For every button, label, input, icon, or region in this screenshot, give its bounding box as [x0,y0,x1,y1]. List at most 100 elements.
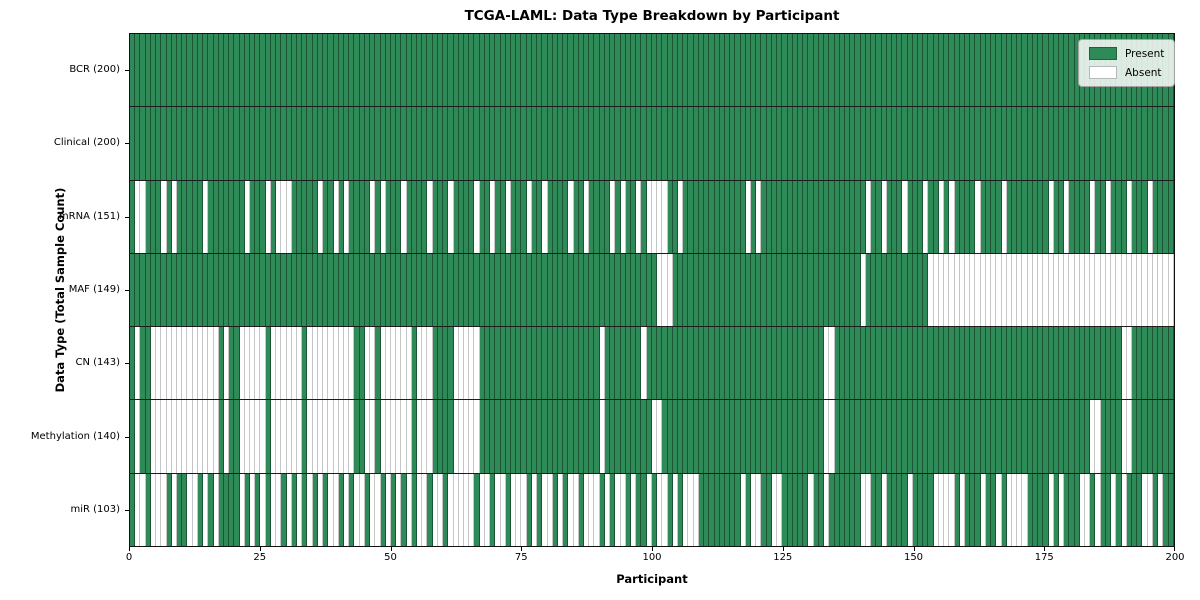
cell-clinical-131 [808,107,814,180]
xtick-label-150: 150 [903,552,924,563]
cell-mir-139 [850,473,856,546]
cell-methylation-42 [343,400,350,473]
cell-methylation-144 [876,400,882,473]
cell-mrna-93 [610,180,616,253]
cell-maf-104 [667,253,673,327]
cell-maf-34 [302,253,308,327]
cell-maf-61 [443,253,449,327]
cell-maf-9 [171,253,177,327]
cell-cn-89 [589,327,595,400]
cell-cn-154 [928,327,934,400]
cell-maf-178 [1053,253,1059,327]
cell-cn-39 [328,327,334,400]
cell-maf-147 [891,253,898,327]
cell-bcr-160 [959,34,965,107]
cell-cn-158 [949,327,955,400]
cell-mir-64 [458,473,464,546]
cell-clinical-118 [740,107,746,180]
cell-mrna-19 [223,180,230,253]
cell-methylation-189 [1111,400,1117,473]
cell-maf-155 [933,253,939,327]
cell-mrna-133 [818,180,825,253]
cell-cn-187 [1100,327,1106,400]
cell-maf-200 [1168,253,1174,327]
cell-clinical-34 [302,107,308,180]
cell-clinical-137 [839,107,845,180]
cell-mir-73 [505,473,511,546]
cell-mir-115 [724,473,731,546]
cell-mrna-15 [203,180,209,253]
cell-mir-191 [1121,473,1127,546]
xtick-mark [782,547,784,551]
cell-clinical-79 [537,107,543,180]
cell-methylation-43 [349,400,355,473]
cell-mrna-153 [923,180,929,253]
cell-cn-16 [208,327,214,400]
cell-methylation-146 [886,400,892,473]
cell-maf-185 [1090,253,1096,327]
cell-cn-110 [698,327,705,400]
cell-clinical-96 [625,107,631,180]
cell-mir-54 [406,473,412,546]
cell-mrna-92 [604,180,611,253]
cell-mir-173 [1027,473,1033,546]
cell-bcr-30 [281,34,287,107]
cell-cn-179 [1058,327,1065,400]
cell-clinical-139 [850,107,856,180]
cell-cn-107 [683,327,689,400]
cell-mir-145 [881,473,887,546]
cell-methylation-138 [844,400,851,473]
cell-mrna-47 [370,180,376,253]
cell-mir-175 [1038,473,1044,546]
cell-maf-17 [213,253,219,327]
cell-bcr-118 [740,34,746,107]
cell-methylation-12 [187,400,193,473]
cell-mir-126 [782,473,788,546]
cell-bcr-140 [855,34,861,107]
cell-mir-44 [354,473,360,546]
cell-mir-21 [234,473,240,546]
cell-mrna-102 [657,180,663,253]
cell-clinical-130 [803,107,809,180]
ytick-label-mrna: mRNA (151) [58,210,120,222]
cell-bcr-147 [891,34,898,107]
cell-bcr-4 [145,34,151,107]
cell-cn-66 [469,327,475,400]
cell-mrna-14 [197,180,204,253]
cell-maf-156 [938,253,945,327]
cell-mir-46 [364,473,371,546]
cell-cn-155 [933,327,939,400]
cell-mir-197 [1152,473,1159,546]
cell-bcr-65 [464,34,470,107]
cell-mrna-127 [787,180,793,253]
cell-maf-109 [693,253,699,327]
cell-maf-80 [542,253,548,327]
cell-mrna-11 [182,180,188,253]
cell-bcr-163 [975,34,981,107]
cell-mir-19 [223,473,230,546]
cell-methylation-24 [250,400,256,473]
cell-bcr-58 [427,34,433,107]
cell-clinical-171 [1017,107,1023,180]
cell-methylation-133 [818,400,825,473]
cell-cn-130 [803,327,809,400]
cell-mir-93 [610,473,616,546]
cell-mir-61 [443,473,449,546]
cell-mrna-198 [1158,180,1164,253]
cell-cn-145 [881,327,887,400]
cell-mrna-180 [1064,180,1070,253]
cell-bcr-73 [505,34,511,107]
cell-mir-80 [542,473,548,546]
cell-clinical-30 [281,107,287,180]
cell-cn-75 [516,327,522,400]
cell-maf-129 [798,253,804,327]
cell-clinical-109 [693,107,699,180]
cell-clinical-104 [667,107,673,180]
cell-mir-60 [437,473,444,546]
cell-mrna-118 [740,180,746,253]
cell-clinical-117 [735,107,741,180]
cell-cn-83 [557,327,564,400]
cell-bcr-70 [490,34,496,107]
cell-cn-148 [897,327,903,400]
cell-methylation-72 [500,400,506,473]
